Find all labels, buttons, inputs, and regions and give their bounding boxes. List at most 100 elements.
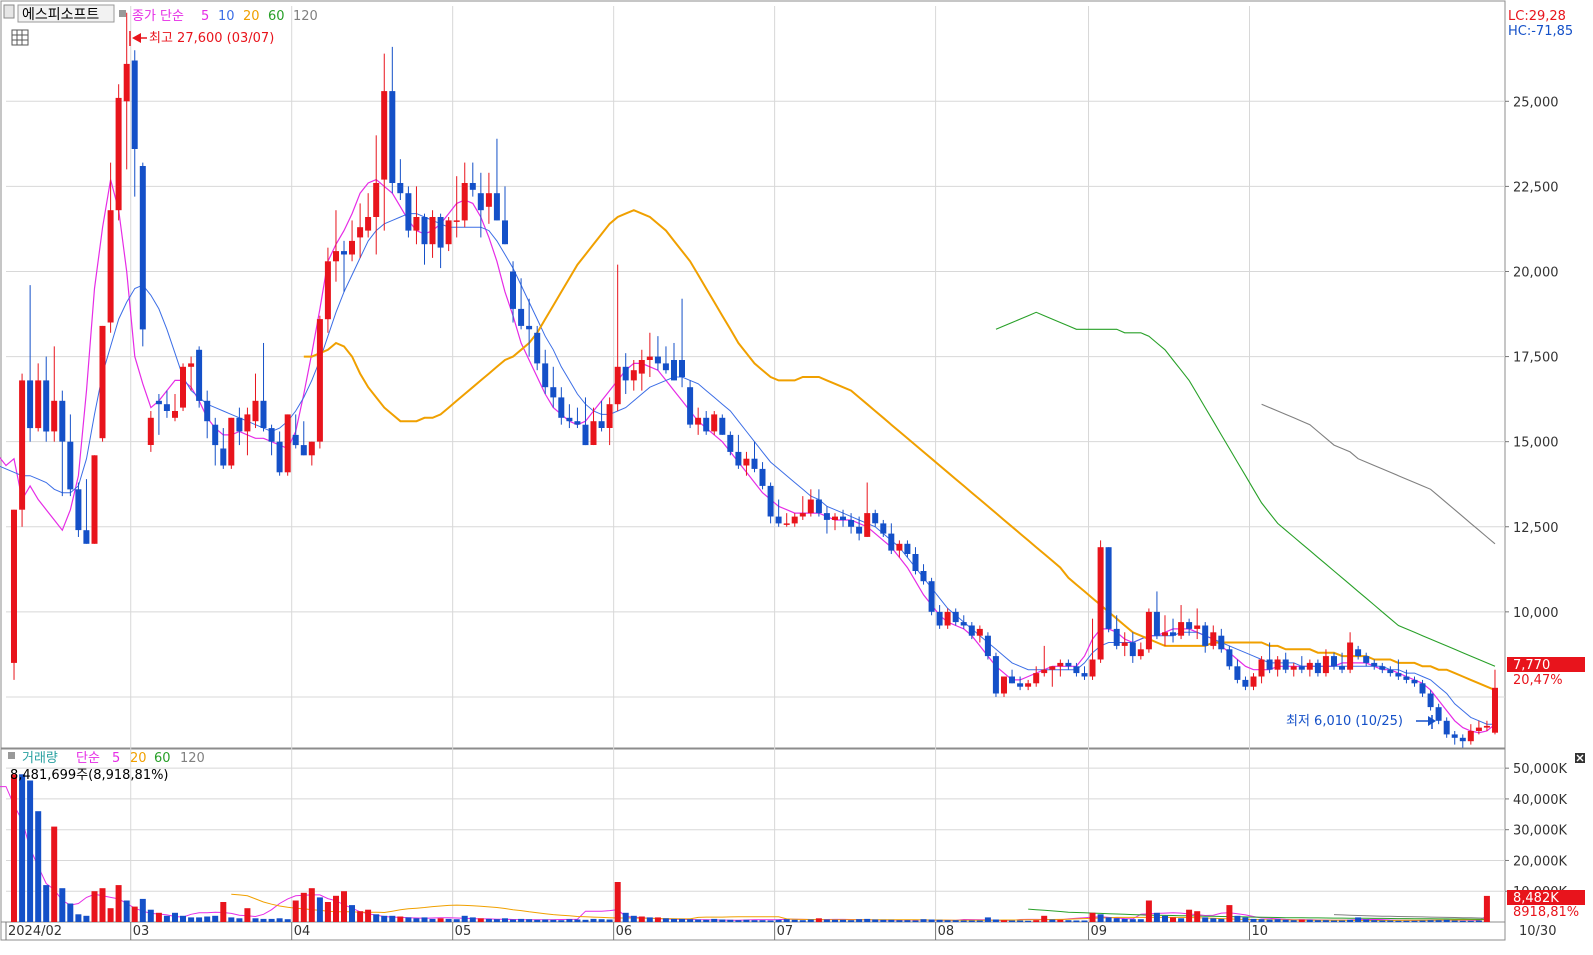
x-tick-label: 2024/02 <box>8 924 62 939</box>
volume-bar <box>19 774 26 922</box>
volume-bar <box>1322 920 1329 922</box>
price-tick-label: 10,000 <box>1513 606 1559 621</box>
candle <box>502 186 508 245</box>
volume-bar <box>767 920 774 922</box>
volume-bar <box>534 919 541 922</box>
volume-bar <box>485 918 492 922</box>
volume-bar <box>1242 917 1249 922</box>
candle <box>155 394 162 435</box>
candle <box>1234 659 1241 684</box>
candle <box>365 193 372 238</box>
volume-bar <box>1347 919 1354 922</box>
candle-body <box>252 400 259 422</box>
stock-name[interactable]: 에스피소프트 <box>22 7 99 23</box>
volume-bar <box>11 774 17 922</box>
candle <box>1137 642 1144 660</box>
candle <box>864 482 871 537</box>
candle <box>1178 605 1185 640</box>
candle-body <box>654 356 661 364</box>
price-ma-120: 120 <box>293 9 318 24</box>
volume-bar <box>1145 900 1152 922</box>
volume-bar <box>743 919 750 922</box>
candle <box>35 363 42 432</box>
current-price-tag: 7,770 <box>1513 658 1550 673</box>
candle <box>1210 625 1217 650</box>
candle <box>960 615 967 629</box>
candle <box>832 513 838 531</box>
candle <box>775 499 782 527</box>
candle-body <box>582 424 589 446</box>
volume-bar <box>1363 919 1370 922</box>
stock-selector-icon[interactable] <box>3 4 15 19</box>
low-marker <box>1416 715 1436 729</box>
stock-name-box[interactable] <box>17 4 115 23</box>
candle-body <box>791 516 798 524</box>
candle-body <box>1081 673 1088 677</box>
candle-body <box>622 366 629 381</box>
volume-bar <box>1371 920 1378 922</box>
grid-table-icon[interactable] <box>11 29 29 46</box>
candle-body <box>300 445 307 456</box>
volume-bar <box>928 919 935 922</box>
ma-line-20 <box>303 209 1496 692</box>
candle-body <box>35 380 42 429</box>
candle-body <box>357 227 364 238</box>
candle <box>373 135 380 255</box>
candle-body <box>703 417 710 432</box>
candle-body <box>534 332 541 364</box>
volume-bar <box>751 920 758 922</box>
volume-bar <box>188 917 195 922</box>
volume-bar <box>518 918 525 922</box>
price-ma-60: 60 <box>268 9 285 24</box>
candle <box>349 220 355 262</box>
volume-bar <box>1210 918 1217 922</box>
candle <box>1202 622 1209 653</box>
candle <box>872 509 879 527</box>
candle <box>518 278 525 330</box>
candle-body <box>1250 676 1257 687</box>
volume-bar <box>872 919 879 922</box>
volume-bar <box>1202 917 1209 922</box>
candle <box>1314 659 1321 677</box>
candle <box>397 159 404 201</box>
volume-bar <box>1395 920 1402 922</box>
candle <box>405 186 412 238</box>
volume-bar <box>598 919 605 922</box>
candle <box>582 397 589 446</box>
volume-bar <box>775 919 782 922</box>
volume-bar <box>904 920 911 922</box>
candle-body <box>1001 676 1007 694</box>
candle <box>1322 649 1329 677</box>
candle <box>204 390 211 439</box>
candle <box>300 421 307 456</box>
candle-body <box>952 611 959 623</box>
volume-bar <box>1266 919 1273 922</box>
candle <box>1242 676 1249 691</box>
candle <box>107 162 114 333</box>
volume-bar <box>212 915 219 922</box>
volume-bar <box>35 811 42 922</box>
candle-body <box>461 183 468 221</box>
candle <box>687 380 694 429</box>
volume-bar <box>574 919 581 922</box>
candle <box>1371 659 1378 670</box>
candle-body <box>1298 666 1305 670</box>
volume-bar <box>324 902 331 922</box>
candle-body <box>590 421 597 445</box>
candle-body <box>1467 731 1474 742</box>
candle <box>1113 615 1120 650</box>
price-tick-label: 22,500 <box>1513 180 1559 195</box>
candle <box>461 162 468 228</box>
volume-pane-close-icon[interactable] <box>1575 753 1585 763</box>
volume-bar <box>711 918 718 922</box>
candle-body <box>180 366 186 408</box>
volume-bar <box>1339 920 1345 922</box>
volume-ma-label[interactable]: 단순 <box>76 751 100 766</box>
volume-bar <box>1234 915 1241 922</box>
volume-label[interactable]: 거래량 <box>22 751 58 766</box>
price-ma-label[interactable]: 종가 단순 <box>132 9 184 24</box>
candle <box>928 577 935 616</box>
candle <box>172 394 178 422</box>
candle-body <box>1274 659 1281 670</box>
